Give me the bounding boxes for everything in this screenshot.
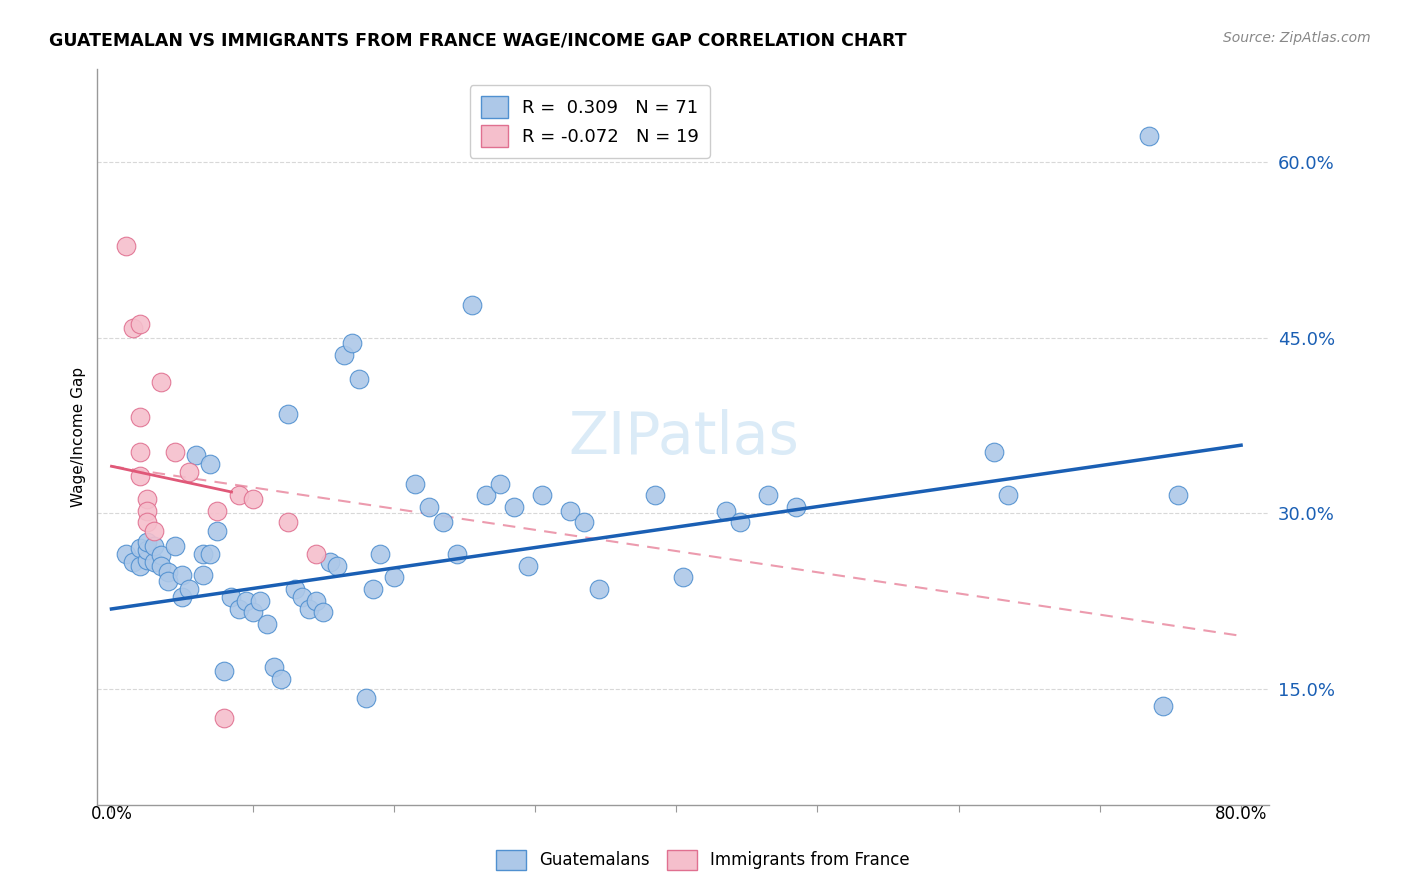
Point [305,547,328,561]
Point [235,594,257,608]
Point [983,445,1005,459]
Point [114,547,136,561]
Point [644,488,666,502]
Point [135,491,157,506]
Point [128,558,150,573]
Legend: R =  0.309   N = 71, R = -0.072   N = 19: R = 0.309 N = 71, R = -0.072 N = 19 [470,85,710,158]
Point [179,582,201,596]
Point [135,535,157,549]
Point [785,500,807,515]
Point [432,516,454,530]
Point [326,558,349,573]
Point [128,410,150,425]
Point [163,445,186,459]
Point [298,602,321,616]
Point [242,491,264,506]
Point [142,555,165,569]
Point [588,582,610,596]
Text: GUATEMALAN VS IMMIGRANTS FROM FRANCE WAGE/INCOME GAP CORRELATION CHART: GUATEMALAN VS IMMIGRANTS FROM FRANCE WAG… [49,31,907,49]
Point [207,524,229,538]
Point [361,582,384,596]
Point [1166,488,1188,502]
Point [672,570,695,584]
Point [1137,129,1160,144]
Point [277,516,299,530]
Point [560,504,582,518]
Point [214,664,236,678]
Point [270,672,292,686]
Point [156,574,179,588]
Point [263,660,285,674]
Point [256,617,278,632]
Point [305,594,328,608]
Point [319,555,342,569]
Point [714,504,737,518]
Point [517,558,540,573]
Point [488,476,510,491]
Point [446,547,468,561]
Point [756,488,779,502]
Point [531,488,554,502]
Point [460,298,482,312]
Point [135,504,157,518]
Point [404,476,426,491]
Point [142,539,165,553]
Text: Source: ZipAtlas.com: Source: ZipAtlas.com [1223,31,1371,45]
Point [728,516,751,530]
Point [128,317,150,331]
Point [121,321,143,335]
Text: ZIPatlas: ZIPatlas [568,409,799,466]
Point [228,602,250,616]
Point [128,445,150,459]
Point [221,591,243,605]
Point [142,524,165,538]
Point [193,547,215,561]
Point [277,407,299,421]
Point [242,606,264,620]
Point [170,591,193,605]
Point [128,468,150,483]
Point [156,565,179,579]
Point [186,448,208,462]
Point [170,568,193,582]
Point [207,504,229,518]
Point [149,375,172,389]
Point [114,239,136,253]
Point [163,539,186,553]
Point [135,543,157,558]
Point [149,548,172,562]
Point [418,500,440,515]
Point [1152,699,1174,714]
Point [347,371,370,385]
Point [291,591,314,605]
Point [135,553,157,567]
Point [249,594,271,608]
Point [997,488,1019,502]
Legend: Guatemalans, Immigrants from France: Guatemalans, Immigrants from France [489,843,917,877]
Text: 0.0%: 0.0% [90,805,132,823]
Point [214,711,236,725]
Y-axis label: Wage/Income Gap: Wage/Income Gap [72,367,86,507]
Point [368,547,391,561]
Point [474,488,496,502]
Point [149,558,172,573]
Point [128,541,150,555]
Text: 80.0%: 80.0% [1215,805,1267,823]
Point [193,568,215,582]
Point [354,690,377,705]
Point [200,457,222,471]
Point [284,582,307,596]
Point [200,547,222,561]
Point [135,516,157,530]
Point [502,500,524,515]
Point [121,555,143,569]
Point [228,488,250,502]
Point [179,465,201,479]
Point [333,348,356,362]
Point [340,336,363,351]
Point [382,570,405,584]
Point [312,606,335,620]
Point [574,516,596,530]
